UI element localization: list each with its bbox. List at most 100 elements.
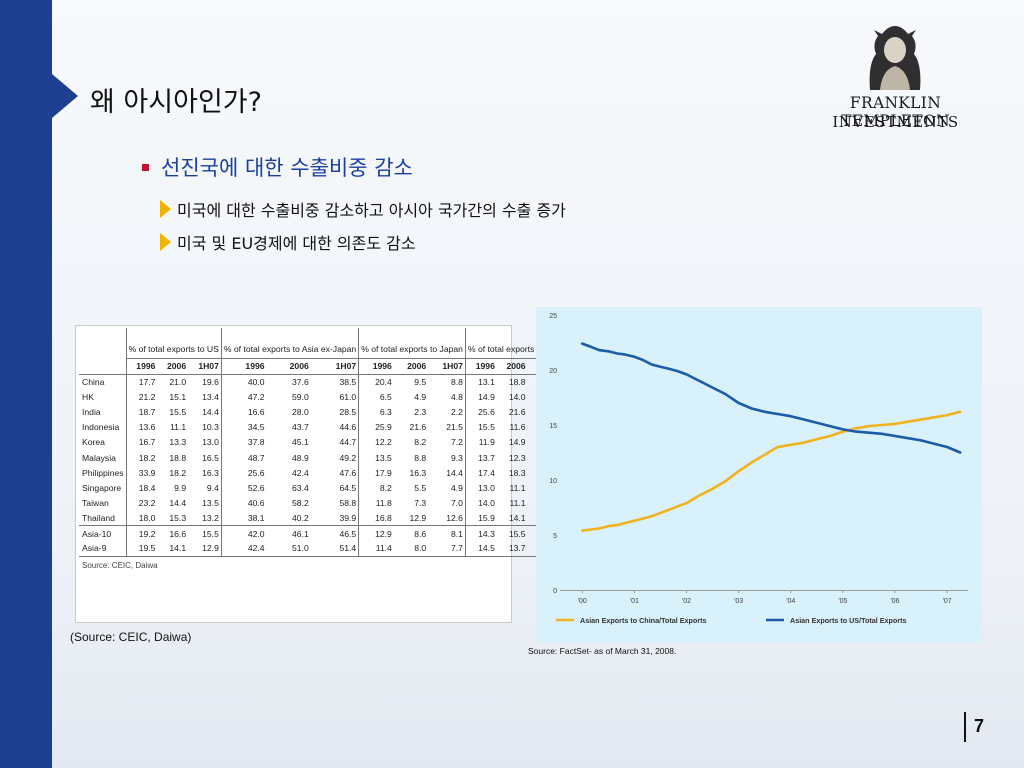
value-cell: 8.6	[393, 525, 429, 542]
group-header: % of total exports to US	[125, 328, 222, 359]
export-share-table: % of total exports to US % of total expo…	[79, 328, 561, 574]
y-tick-label: 10	[549, 478, 557, 485]
value-cell: 12.9	[202, 543, 219, 554]
value-cell: 13.2	[202, 513, 219, 524]
table-row: India 18.7 15.5 14.4 16.6 28.0 28.5 6.3 2.3 2.2 25…	[79, 404, 560, 420]
value-cell: 17.4	[464, 465, 497, 481]
value-cell: 18.2	[125, 449, 158, 466]
value-cell: 21.6	[508, 406, 526, 417]
value-cell: 15.5	[188, 525, 222, 542]
square-bullet-icon	[142, 163, 149, 171]
value-cell: 6.5	[358, 389, 394, 405]
value-cell: 13.5	[358, 449, 394, 466]
value-cell: 33.9	[125, 465, 158, 481]
value-cell: 13.3	[169, 437, 187, 448]
table-row: Taiwan 23.2 14.4 13.5 40.6 58.2 58.8 11.8 7.3 7.0…	[79, 495, 560, 511]
value-cell: 4.9	[414, 391, 427, 402]
value-cell: 7.2	[451, 437, 463, 448]
value-cell: 19.2	[125, 525, 158, 542]
value-cell: 21.5	[446, 422, 463, 433]
logo-text-line1: FRANKLIN TEMPLETON	[841, 94, 950, 130]
year-header: 2006	[496, 358, 528, 375]
year-header: 2006	[393, 358, 429, 375]
value-cell: 7.3	[414, 498, 427, 509]
value-cell: 16.7	[125, 434, 158, 450]
value-cell: 51.0	[292, 543, 309, 554]
table-source-row: Source: CEIC, Daiwa	[79, 555, 561, 574]
country-cell: Indonesia	[82, 422, 120, 433]
value-cell: 17.9	[358, 465, 394, 481]
country-cell: India	[82, 406, 101, 417]
value-cell: 14.4	[169, 498, 187, 509]
left-accent-band	[0, 0, 52, 768]
country-cell: Philippines	[82, 467, 124, 478]
country-cell: Singapore	[82, 482, 122, 493]
value-cell: 14.4	[202, 406, 219, 417]
sub-bullet-1: 미국에 대한 수출비중 감소하고 아시아 국가간의 수출 증가	[160, 197, 566, 221]
slide-title: 왜 아시아인가?	[90, 87, 262, 118]
group-header: % of total exports to Japan	[358, 328, 466, 359]
value-cell: 8.1	[428, 525, 466, 542]
country-cell: Asia-9	[82, 543, 107, 554]
value-cell: 40.2	[292, 513, 309, 524]
value-cell: 25.6	[464, 404, 497, 420]
value-cell: 40.6	[220, 495, 267, 511]
value-cell: 23.2	[125, 495, 158, 511]
sub-bullet-text: 미국에 대한 수출비중 감소하고 아시아 국가간의 수출 증가	[177, 201, 566, 220]
value-cell: 45.1	[292, 437, 309, 448]
year-header: 1996	[464, 358, 497, 375]
value-cell: 13.4	[202, 391, 219, 402]
value-cell: 11.6	[509, 422, 526, 433]
country-cell: Taiwan	[82, 498, 109, 509]
table-group-header-row: % of total exports to US % of total expo…	[79, 328, 561, 359]
value-cell: 19.6	[202, 376, 219, 387]
country-cell: China	[82, 376, 105, 387]
main-bullet-text: 선진국에 대한 수출비중 감소	[161, 156, 413, 180]
value-cell: 18.4	[125, 480, 158, 496]
value-cell: 16.5	[202, 452, 219, 463]
value-cell: 25.9	[358, 419, 394, 435]
table-row: Asia-10 19.2 16.6 15.5 42.0 46.1 46.5 12.9 8.6 8.…	[79, 525, 561, 542]
value-cell: 15.1	[169, 391, 187, 402]
value-cell: 19.5	[125, 541, 158, 557]
sub-bullet-2: 미국 및 EU경제에 대한 의존도 감소	[160, 230, 416, 254]
series-line-china	[580, 410, 962, 532]
value-cell: 52.6	[220, 480, 267, 496]
table-row: Indonesia 13.6 11.1 10.3 34.5 43.7 44.6 25.9 21.…	[79, 419, 560, 435]
table-row: Malaysia 18.2 18.8 16.5 48.7 48.9 49.2 13.5 8.8 9…	[79, 449, 560, 466]
group-header: % of total exports to Asia ex-Japan	[220, 328, 359, 359]
y-tick-label: 15	[549, 423, 557, 430]
value-cell: 8.0	[414, 543, 427, 554]
value-cell: 10.3	[202, 422, 219, 433]
value-cell: 44.7	[339, 437, 357, 448]
value-cell: 39.9	[339, 513, 357, 524]
value-cell: 9.9	[174, 482, 187, 493]
value-cell: 37.6	[292, 376, 309, 387]
value-cell: 46.5	[310, 525, 359, 542]
value-cell: 15.5	[496, 525, 528, 542]
table-row: Singapore 18.4 9.9 9.4 52.6 63.4 64.5 8.2 5.5 4.9…	[79, 480, 560, 496]
value-cell: 9.3	[451, 452, 463, 463]
value-cell: 9.5	[414, 376, 427, 387]
value-cell: 12.9	[358, 525, 394, 542]
year-header: 2006	[157, 358, 189, 375]
value-cell: 47.6	[339, 467, 357, 478]
value-cell: 13.7	[464, 449, 497, 466]
x-tick-label: '07	[943, 598, 952, 605]
arrow-bullet-icon	[160, 233, 171, 251]
value-cell: 8.2	[414, 437, 427, 448]
country-cell: Korea	[82, 437, 105, 448]
year-header: 1H07	[310, 358, 359, 375]
value-cell: 13.6	[125, 419, 158, 435]
value-cell: 14.9	[464, 389, 497, 405]
x-tick-label: '00	[578, 598, 587, 605]
value-cell: 51.4	[339, 543, 357, 554]
value-cell: 16.3	[202, 467, 219, 478]
table-row: HK 21.2 15.1 13.4 47.2 59.0 61.0 6.5 4.9 4.8 14.9 1…	[79, 389, 560, 405]
value-cell: 11.1	[509, 498, 526, 509]
export-share-table-panel: % of total exports to US % of total expo…	[75, 325, 561, 623]
value-cell: 40.0	[220, 374, 267, 390]
country-cell: Asia-10	[79, 525, 127, 542]
table-corner-cell	[79, 328, 126, 358]
value-cell: 12.6	[446, 513, 463, 524]
